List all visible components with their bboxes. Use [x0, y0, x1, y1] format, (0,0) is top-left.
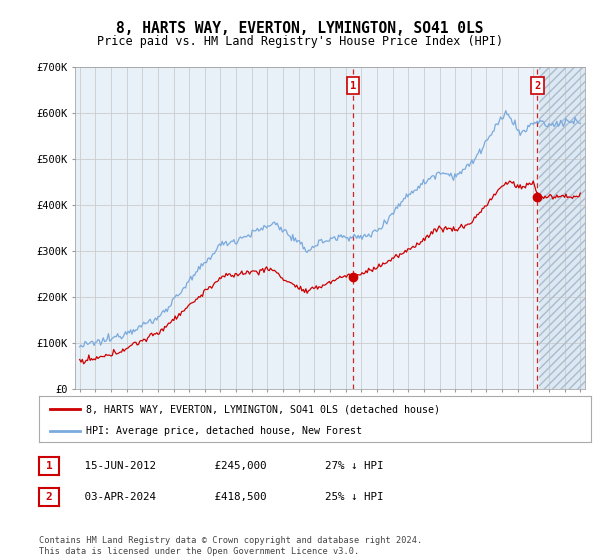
Text: 1: 1: [350, 81, 356, 91]
Bar: [539, 67, 588, 389]
Text: 2: 2: [46, 492, 52, 502]
Bar: [539, 67, 588, 389]
Text: 03-APR-2024         £418,500         25% ↓ HPI: 03-APR-2024 £418,500 25% ↓ HPI: [65, 492, 383, 502]
Text: 8, HARTS WAY, EVERTON, LYMINGTON, SO41 0LS: 8, HARTS WAY, EVERTON, LYMINGTON, SO41 0…: [116, 21, 484, 36]
Text: 15-JUN-2012         £245,000         27% ↓ HPI: 15-JUN-2012 £245,000 27% ↓ HPI: [65, 461, 383, 471]
Text: Price paid vs. HM Land Registry's House Price Index (HPI): Price paid vs. HM Land Registry's House …: [97, 35, 503, 48]
Text: Contains HM Land Registry data © Crown copyright and database right 2024.
This d: Contains HM Land Registry data © Crown c…: [39, 536, 422, 556]
Text: 2: 2: [534, 81, 541, 91]
Text: 1: 1: [46, 461, 52, 471]
Text: 8, HARTS WAY, EVERTON, LYMINGTON, SO41 0LS (detached house): 8, HARTS WAY, EVERTON, LYMINGTON, SO41 0…: [86, 404, 440, 414]
Text: HPI: Average price, detached house, New Forest: HPI: Average price, detached house, New …: [86, 426, 362, 436]
Bar: [353, 67, 539, 389]
